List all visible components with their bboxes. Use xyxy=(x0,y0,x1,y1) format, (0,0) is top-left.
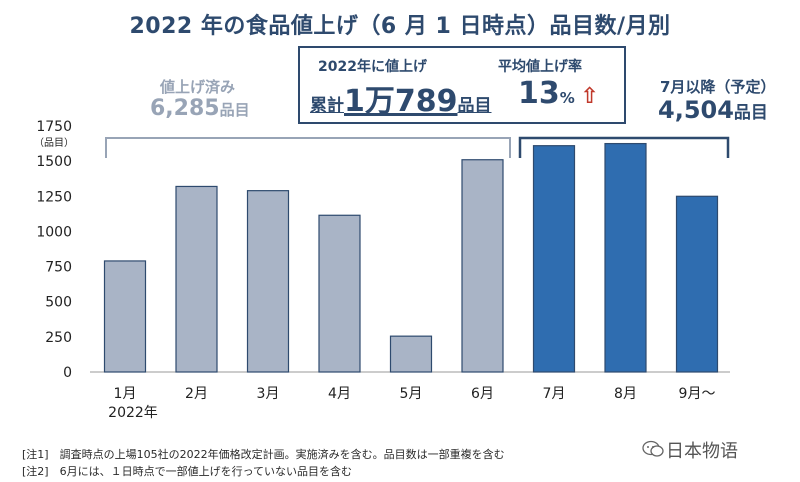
y-tick-label: 1250 xyxy=(36,189,72,205)
y-tick-label: 1750 xyxy=(36,119,72,135)
year-label: 2022年 xyxy=(108,405,158,421)
done-group-figure: 6,285品目 xyxy=(150,96,250,121)
planned-group-unit: 品目 xyxy=(733,103,768,123)
bar-6月 xyxy=(461,159,504,373)
bar-7月 xyxy=(532,145,576,373)
bars xyxy=(103,142,719,373)
x-tick-label: 6月 xyxy=(471,386,494,402)
x-tick-label: 5月 xyxy=(400,386,423,402)
total-unit: 品目 xyxy=(457,96,492,116)
planned-group-figure: 4,504品目 xyxy=(658,96,768,124)
planned-bracket xyxy=(518,136,730,158)
x-tick-label: 4月 xyxy=(328,386,351,402)
bar-8月 xyxy=(604,142,647,373)
done-group-value: 6,285 xyxy=(150,96,220,121)
bar-1月 xyxy=(103,260,147,373)
y-tick-label: 500 xyxy=(45,295,72,311)
x-axis-labels: 1月 2月 3月 4月 5月 6月 7月 8月 9月〜 xyxy=(114,386,716,402)
y-unit-label: （品目） xyxy=(34,137,74,149)
y-tick-label: 1000 xyxy=(36,224,72,240)
note-1: [注1] 調査時点の上場105社の2022年価格改定計画。実施済みを含む。品目数… xyxy=(22,448,505,461)
note-2: [注2] 6月には、１日時点で一部値上げを行っていない品目を含む xyxy=(22,465,353,478)
total-value: 1万789 xyxy=(344,84,458,119)
x-tick-label: 8月 xyxy=(614,386,637,402)
x-tick-label: 2月 xyxy=(185,386,208,402)
rate-value: 13 xyxy=(518,76,560,111)
x-tick-label: 9月〜 xyxy=(679,386,716,402)
done-group-label: 値上げ済み xyxy=(160,78,236,96)
planned-group-value: 4,504 xyxy=(658,96,734,124)
done-group-unit: 品目 xyxy=(219,101,250,119)
x-tick-label: 1月 xyxy=(114,386,137,402)
summary-box: 2022年に値上げ 累計1万789品目 平均値上げ率 13% ⇧ xyxy=(298,46,626,124)
up-arrow-icon: ⇧ xyxy=(580,84,599,109)
bar-4月 xyxy=(318,214,361,373)
bar-3月 xyxy=(246,190,290,373)
rate-figure: 13% ⇧ xyxy=(518,76,599,111)
done-bracket xyxy=(105,137,511,158)
y-tick-label: 0 xyxy=(63,365,72,381)
planned-group-label: 7月以降（予定） xyxy=(660,78,776,96)
total-prefix: 累計 xyxy=(310,96,344,116)
bar-2月 xyxy=(175,185,218,373)
wechat-icon xyxy=(642,440,664,457)
bar-9月〜 xyxy=(675,195,719,373)
x-tick-label: 3月 xyxy=(257,386,280,402)
rate-unit: % xyxy=(559,89,575,107)
bar-5月 xyxy=(389,335,433,373)
chart-title: 2022 年の食品値上げ（6 月 1 日時点）品目数/月別 xyxy=(129,14,671,39)
y-tick-label: 1500 xyxy=(36,154,72,170)
total-figure: 累計1万789品目 xyxy=(310,76,492,120)
y-tick-label: 750 xyxy=(45,260,72,276)
rate-label: 平均値上げ率 xyxy=(498,59,582,75)
x-tick-label: 7月 xyxy=(543,386,566,402)
y-tick-label: 250 xyxy=(45,330,72,346)
watermark: 日本物语 xyxy=(666,441,738,462)
total-label: 2022年に値上げ xyxy=(318,59,427,75)
